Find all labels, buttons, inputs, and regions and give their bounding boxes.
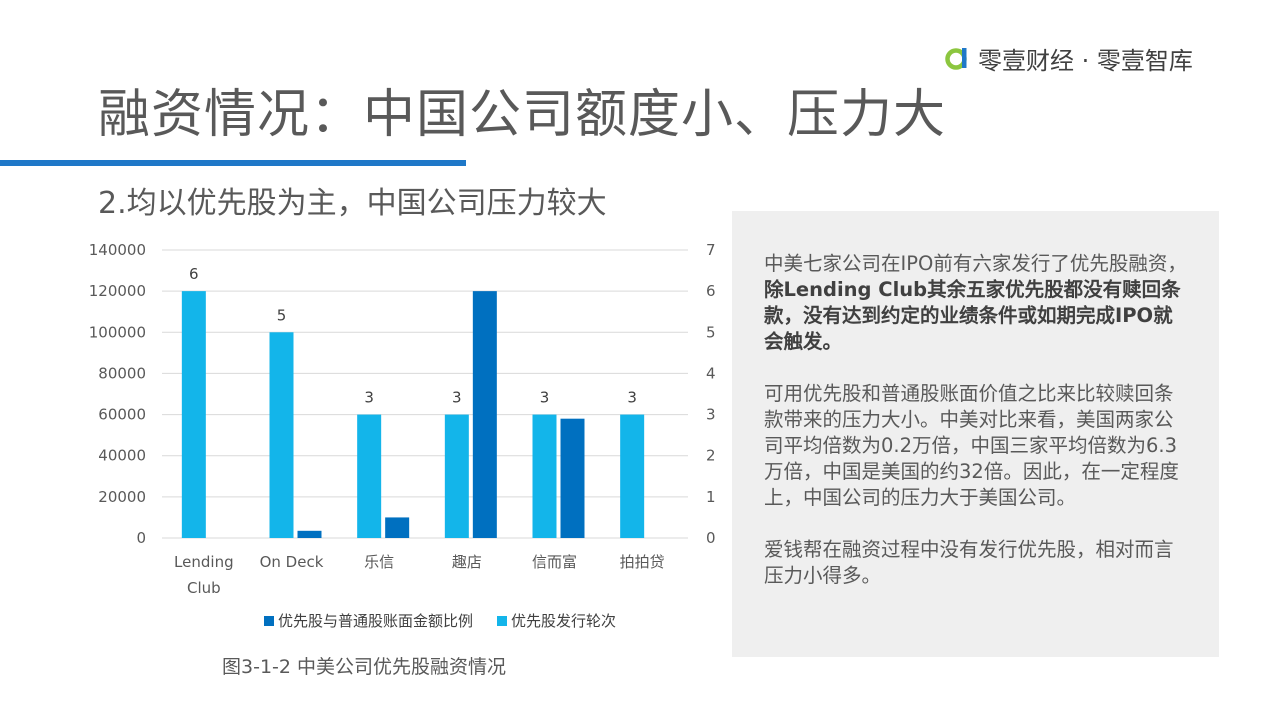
data-label-rounds: 3 bbox=[364, 389, 374, 407]
y-right-tick-label: 2 bbox=[706, 447, 716, 465]
y-left-tick-label: 140000 bbox=[89, 241, 146, 259]
brand-logo: 零壹财经 · 零壹智库 bbox=[944, 40, 1193, 76]
y-left-tick-label: 20000 bbox=[98, 488, 146, 506]
paragraph-1-text: 中美七家公司在IPO前有六家发行了优先股融资， bbox=[764, 252, 1187, 275]
paragraph-3: 爱钱帮在融资过程中没有发行优先股，相对而言压力小得多。 bbox=[764, 538, 1174, 587]
y-right-tick-label: 4 bbox=[706, 364, 716, 382]
y-left-tick-label: 100000 bbox=[89, 323, 146, 341]
bar-ratio bbox=[297, 530, 322, 538]
title-underline bbox=[0, 160, 466, 166]
y-left-tick-label: 40000 bbox=[98, 447, 146, 465]
y-right-tick-label: 5 bbox=[706, 323, 716, 341]
bar-rounds bbox=[532, 414, 557, 538]
figure-caption: 图3-1-2 中美公司优先股融资情况 bbox=[222, 656, 507, 678]
y-right-tick-label: 0 bbox=[706, 529, 716, 547]
chart-legend: 优先股与普通股账面金额比例 优先股发行轮次 bbox=[264, 610, 616, 631]
y-left-tick-label: 0 bbox=[136, 529, 146, 547]
bar-ratio bbox=[472, 291, 497, 538]
data-label-rounds: 5 bbox=[277, 306, 287, 324]
y-right-tick-label: 1 bbox=[706, 488, 716, 506]
bar-ratio bbox=[560, 418, 585, 538]
legend-swatch-rounds bbox=[497, 615, 508, 626]
bar-rounds bbox=[444, 414, 469, 538]
y-left-tick-label: 120000 bbox=[89, 282, 146, 300]
x-category-label: 拍拍贷 bbox=[620, 553, 665, 571]
bar-rounds bbox=[269, 332, 294, 538]
x-category-label: On Deck bbox=[260, 553, 324, 571]
legend-label-ratio: 优先股与普通股账面金额比例 bbox=[278, 612, 474, 630]
y-right-tick-label: 7 bbox=[706, 241, 716, 259]
bar-chart: 0 20000 40000 60000 80000 100000 120000 140000 0… bbox=[89, 241, 716, 597]
y-right-tick-label: 3 bbox=[706, 406, 716, 424]
x-category-label: Club bbox=[187, 579, 221, 597]
paragraph-2: 可用优先股和普通股账面价值之比来比较赎回条款带来的压力大小。中美对比来看，美国两… bbox=[764, 382, 1179, 509]
legend-swatch-ratio bbox=[264, 615, 274, 626]
x-category-label: 乐信 bbox=[364, 553, 394, 571]
legend-item-rounds: 优先股发行轮次 bbox=[497, 610, 616, 631]
x-category-label: Lending bbox=[174, 553, 234, 571]
slide-subtitle: 2.均以优先股为主，中国公司压力较大 bbox=[98, 186, 607, 221]
paragraph-1: 中美七家公司在IPO前有六家发行了优先股融资， 除Lending Club其余五家… bbox=[764, 251, 1189, 355]
y-left-tick-label: 60000 bbox=[98, 406, 146, 424]
brand-name: 零壹财经 · 零壹智库 bbox=[978, 46, 1193, 75]
legend-label-rounds: 优先股发行轮次 bbox=[511, 612, 617, 630]
bar-rounds bbox=[620, 414, 645, 538]
x-category-label: 信而富 bbox=[532, 553, 577, 571]
y-left-tick-label: 80000 bbox=[98, 364, 146, 382]
legend-item-ratio: 优先股与普通股账面金额比例 bbox=[264, 610, 473, 631]
x-category-label: 趣店 bbox=[452, 553, 482, 571]
bar-rounds bbox=[181, 291, 206, 538]
y-right-tick-label: 6 bbox=[706, 282, 716, 300]
data-label-rounds: 6 bbox=[189, 265, 199, 283]
slide-title: 融资情况：中国公司额度小、压力大 bbox=[98, 85, 947, 145]
bar-rounds bbox=[357, 414, 382, 538]
data-label-rounds: 3 bbox=[540, 389, 550, 407]
data-label-rounds: 3 bbox=[627, 389, 637, 407]
bar-ratio bbox=[385, 517, 410, 538]
paragraph-1-emphasis: 除Lending Club其余五家优先股都没有赎回条款，没有达到约定的业绩条件或… bbox=[764, 278, 1181, 353]
zero-one-logo-icon bbox=[945, 48, 967, 70]
data-label-rounds: 3 bbox=[452, 389, 462, 407]
summary-textbox: 中美七家公司在IPO前有六家发行了优先股融资， 除Lending Club其余五家… bbox=[732, 211, 1219, 657]
